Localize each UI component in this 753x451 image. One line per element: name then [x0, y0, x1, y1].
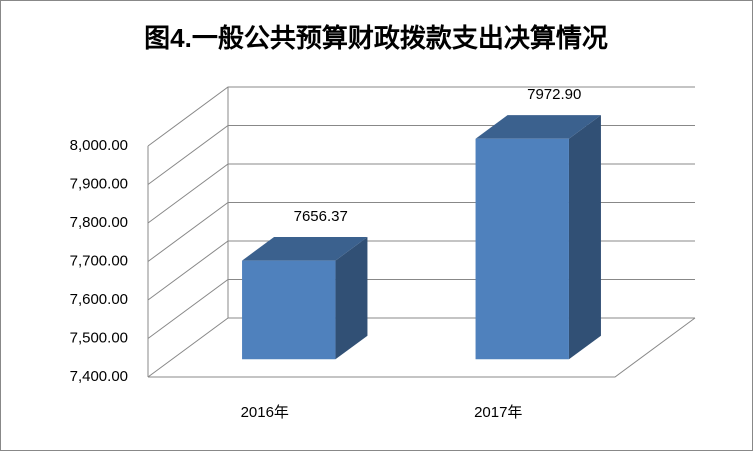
value-label: 7972.90 [527, 86, 581, 103]
x-tick-label: 2017年 [474, 404, 522, 421]
y-tick-label: 7,400.00 [70, 368, 128, 385]
grid-line [147, 86, 695, 147]
bar-front [242, 260, 336, 360]
bar-top [242, 236, 368, 261]
y-tick-label: 7,600.00 [70, 291, 128, 308]
y-tick-label: 7,500.00 [70, 329, 128, 346]
bar-side [568, 115, 601, 360]
y-tick-label: 7,700.00 [70, 252, 128, 269]
y-tick-label: 8,000.00 [70, 137, 128, 154]
chart-title: 图4.一般公共预算财政拨款支出决算情况 [144, 23, 608, 53]
bar-side [335, 236, 368, 360]
bar [475, 115, 601, 360]
y-tick-label: 7,800.00 [70, 214, 128, 231]
x-tick-label: 2016年 [241, 404, 289, 421]
bar [242, 236, 368, 360]
y-tick-label: 7,900.00 [70, 175, 128, 192]
bar-front [475, 138, 569, 360]
floor-edge [148, 317, 696, 378]
bar-top [475, 115, 601, 139]
value-label: 7656.37 [294, 208, 348, 225]
